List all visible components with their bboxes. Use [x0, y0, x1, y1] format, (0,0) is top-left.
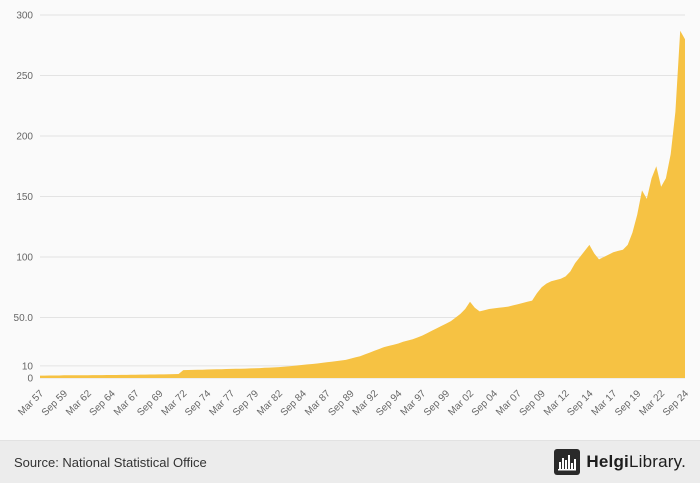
logo-text-helgi: Helgi — [586, 452, 629, 471]
y-tick-label: 200 — [16, 132, 33, 143]
x-tick-label: Sep 04 — [470, 388, 500, 418]
y-tick-label: 250 — [16, 71, 33, 82]
y-tick-label: 150 — [16, 192, 33, 203]
gridlines — [40, 14, 685, 379]
footer-bar: Source: National Statistical Office Helg… — [0, 440, 700, 483]
y-tick-label: 50.0 — [14, 313, 34, 324]
logo-text-library: Library. — [628, 452, 686, 471]
x-tick-label: Sep 19 — [613, 388, 643, 418]
y-tick-label: 300 — [16, 11, 33, 22]
helgilibrary-logo: HelgiLibrary. — [554, 449, 686, 475]
helgilibrary-logo-icon — [554, 449, 581, 475]
y-tick-label: 100 — [16, 253, 33, 264]
x-tick-label: Sep 94 — [374, 388, 404, 418]
x-tick-label: Sep 79 — [231, 388, 261, 418]
chart-panel: 0 10 50.0 100 150 200 250 300 Mar 57 Sep 59 Mar 62… — [14, 11, 692, 419]
x-tick-label: Sep 64 — [88, 388, 118, 418]
x-tick-label: Sep 89 — [327, 388, 357, 418]
helgilibrary-logo-text: HelgiLibrary. — [586, 452, 686, 472]
x-tick-label: Sep 59 — [40, 388, 70, 418]
x-tick-label: Sep 24 — [661, 388, 691, 418]
y-axis-labels: 0 10 50.0 100 150 200 250 300 — [14, 11, 34, 385]
x-tick-label: Sep 14 — [565, 388, 595, 418]
x-tick-label: Sep 69 — [135, 388, 165, 418]
x-tick-label: Sep 99 — [422, 388, 452, 418]
source-text: Source: National Statistical Office — [14, 454, 207, 470]
y-tick-label: 0 — [27, 374, 33, 385]
x-tick-label: Sep 74 — [183, 388, 213, 418]
x-tick-label: Sep 84 — [279, 388, 309, 418]
y-tick-label: 10 — [22, 361, 34, 372]
x-tick-label: Sep 09 — [518, 388, 548, 418]
area-series — [40, 30, 685, 378]
